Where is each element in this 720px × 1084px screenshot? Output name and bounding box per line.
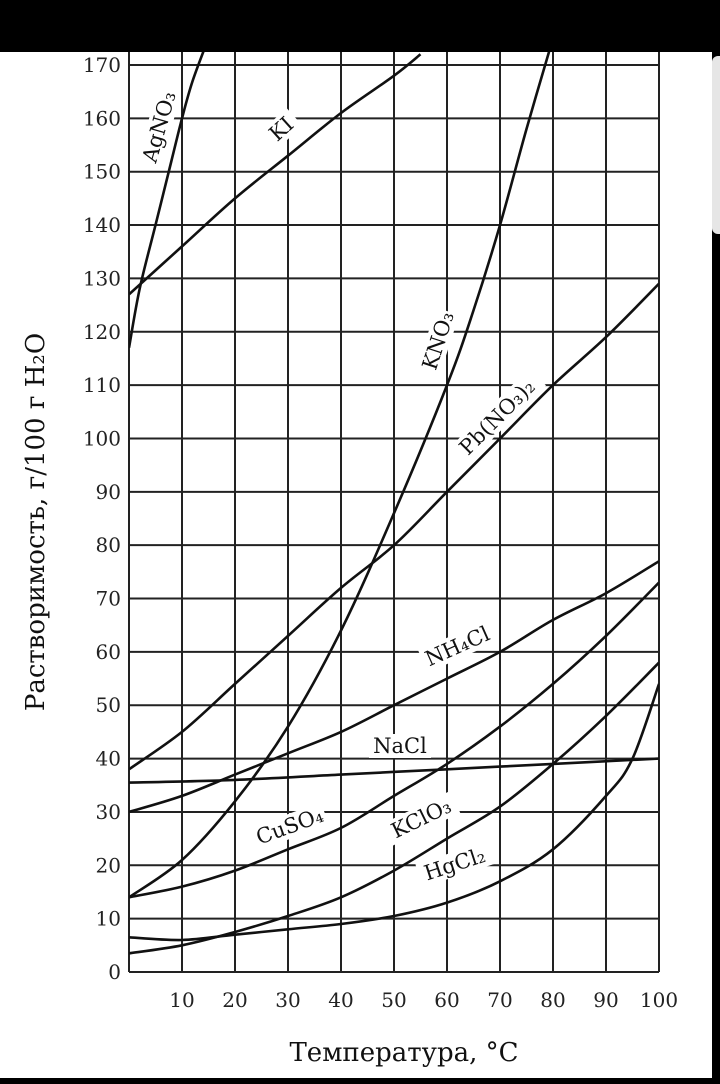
y-tick-label: 130 <box>83 266 121 290</box>
label-background <box>448 368 546 466</box>
label-background <box>418 620 497 673</box>
x-tick-label: 80 <box>540 988 565 1012</box>
curve-cuso4 <box>129 581 659 899</box>
label-group-cuso4: CuSO₄ <box>250 802 329 851</box>
curve-ki <box>129 53 422 296</box>
curve-label-cuso4: CuSO₄ <box>253 803 327 849</box>
curve-label-kclo3: KClO₃ <box>387 794 455 843</box>
curve-nacl <box>129 757 659 784</box>
label-background <box>417 307 460 374</box>
x-tick-label: 100 <box>640 988 678 1012</box>
curves <box>129 52 659 955</box>
x-tick-label: 60 <box>434 988 459 1012</box>
y-tick-label: 160 <box>83 106 121 130</box>
curve-label-nh4cl: NH₄Cl <box>421 621 493 671</box>
y-tick-label: 140 <box>83 213 121 237</box>
x-tick-label: 10 <box>169 988 194 1012</box>
y-axis-title: Растворимость, г/100 г H₂O <box>21 333 51 711</box>
label-group-nh4cl: NH₄Cl <box>418 620 497 673</box>
y-tick-label: 10 <box>96 907 121 931</box>
x-tick-label: 50 <box>381 988 406 1012</box>
label-group-hgcl2: HgCl₂ <box>415 841 495 888</box>
y-tick-label: 80 <box>96 533 121 557</box>
x-axis-title: Температура, °C <box>289 1038 518 1068</box>
label-background <box>382 791 461 846</box>
curve-kno3 <box>129 52 551 899</box>
x-tick-label: 70 <box>487 988 512 1012</box>
y-tick-label: 70 <box>96 587 121 611</box>
curve-pb-no3-2 <box>129 282 659 771</box>
x-tick-label: 20 <box>222 988 247 1012</box>
bottom-bar <box>0 1078 720 1084</box>
x-tick-label: 90 <box>593 988 618 1012</box>
label-background <box>250 802 329 851</box>
label-group-ki: KI <box>259 108 303 150</box>
label-group-pb-no3-2: Pb(NO₃)₂ <box>448 368 546 466</box>
y-tick-label: 110 <box>83 373 121 397</box>
x-tick-label: 30 <box>275 988 300 1012</box>
curve-agno3 <box>129 52 205 349</box>
y-tick-label: 90 <box>96 480 121 504</box>
label-group-nacl: NaCl <box>369 734 431 758</box>
y-tick-label: 120 <box>83 320 121 344</box>
side-edge-tab <box>712 56 720 234</box>
y-tick-label: 100 <box>83 426 121 450</box>
y-tick-label: 60 <box>96 640 121 664</box>
curve-label-pb-no3-2: Pb(NO₃)₂ <box>455 375 540 460</box>
y-tick-label: 30 <box>96 800 121 824</box>
label-group-agno3: AgNO₃ <box>137 87 182 167</box>
label-background <box>415 841 495 888</box>
curve-hgcl2 <box>129 683 659 942</box>
label-background <box>369 734 431 758</box>
y-tick-label: 20 <box>96 853 121 877</box>
y-tick-label: 40 <box>96 747 121 771</box>
y-tick-label: 150 <box>83 160 121 184</box>
y-tick-label: 50 <box>96 693 121 717</box>
label-background <box>137 87 182 167</box>
curve-label-nacl: NaCl <box>373 734 427 758</box>
top-bar <box>0 0 720 52</box>
x-tick-label: 40 <box>328 988 353 1012</box>
label-group-kno3: KNO₃ <box>417 307 460 374</box>
curve-label-kno3: KNO₃ <box>418 309 459 373</box>
image-card <box>0 52 712 1078</box>
y-tick-label: 170 <box>83 53 121 77</box>
label-background <box>259 108 303 150</box>
tick-labels: 10 20 30 40 50 60 70 80 90 100 0 10 20 30 40 50 60 70 80 90… <box>83 53 678 1012</box>
y-tick-label: 0 <box>108 960 121 984</box>
